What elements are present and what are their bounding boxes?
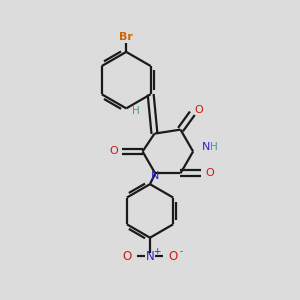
- Text: -: -: [179, 247, 182, 256]
- Text: O: O: [168, 250, 178, 262]
- Text: H: H: [210, 142, 218, 152]
- Text: O: O: [194, 105, 203, 115]
- Text: Br: Br: [119, 32, 133, 42]
- Text: N: N: [146, 250, 154, 262]
- Text: N: N: [151, 171, 159, 181]
- Text: O: O: [205, 168, 214, 178]
- Text: +: +: [153, 247, 160, 256]
- Text: N: N: [201, 142, 210, 152]
- Text: O: O: [122, 250, 132, 262]
- Text: H: H: [132, 106, 140, 116]
- Text: O: O: [109, 146, 118, 157]
